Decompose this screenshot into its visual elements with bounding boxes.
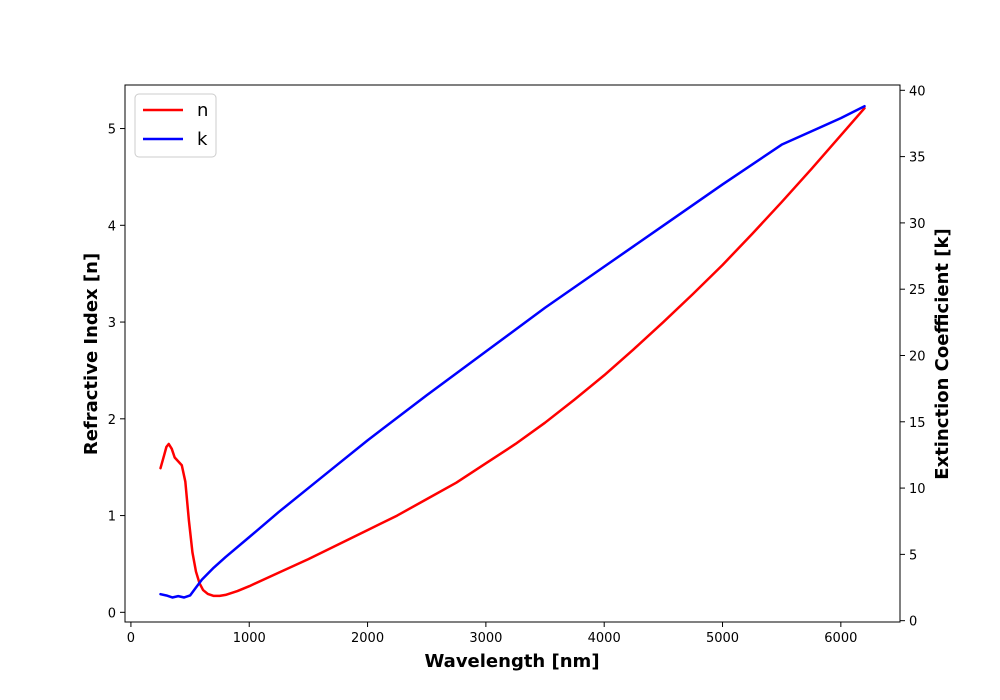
x-axis-ticks: 0 1000 2000 3000 4000 5000 6000 [127, 622, 857, 646]
left-y-tick-label: 1 [108, 510, 116, 525]
right-y-axis-ticks: 0 5 10 15 20 25 30 35 40 [900, 84, 926, 630]
x-tick-label: 4000 [588, 631, 621, 646]
series-line-k [159, 104, 866, 599]
left-y-tick-label: 0 [108, 606, 116, 621]
left-y-axis-label: Refractive Index [n] [81, 253, 102, 455]
right-y-axis-label: Extinction Coefficient [k] [932, 228, 953, 479]
right-y-tick-label: 20 [909, 349, 926, 364]
right-y-tick-label: 0 [909, 615, 917, 630]
right-y-tick-label: 35 [909, 151, 926, 166]
legend-label-k: k [197, 129, 208, 150]
left-y-tick-label: 5 [108, 123, 116, 138]
series-line-n [159, 106, 866, 598]
right-y-tick-label: 40 [909, 84, 926, 99]
x-tick-label: 1000 [233, 631, 266, 646]
right-y-tick-label: 30 [909, 217, 926, 232]
plot-frame [124, 84, 901, 623]
right-y-tick-label: 15 [909, 416, 926, 431]
right-y-tick-label: 25 [909, 283, 926, 298]
x-tick-label: 3000 [469, 631, 502, 646]
right-y-tick-label: 10 [909, 482, 926, 497]
x-tick-label: 0 [127, 631, 135, 646]
left-y-tick-label: 2 [108, 413, 116, 428]
left-y-tick-label: 3 [108, 316, 116, 331]
x-tick-label: 5000 [706, 631, 739, 646]
series-layer [159, 104, 866, 599]
left-y-tick-label: 4 [108, 219, 116, 234]
legend: n k [134, 93, 217, 158]
x-axis-label: Wavelength [nm] [424, 651, 599, 672]
x-tick-label: 6000 [824, 631, 857, 646]
left-y-axis-ticks: 0 1 2 3 4 5 [108, 123, 125, 621]
x-tick-label: 2000 [351, 631, 384, 646]
plot-background [125, 85, 900, 622]
right-y-tick-label: 5 [909, 548, 917, 563]
legend-label-n: n [197, 100, 208, 121]
